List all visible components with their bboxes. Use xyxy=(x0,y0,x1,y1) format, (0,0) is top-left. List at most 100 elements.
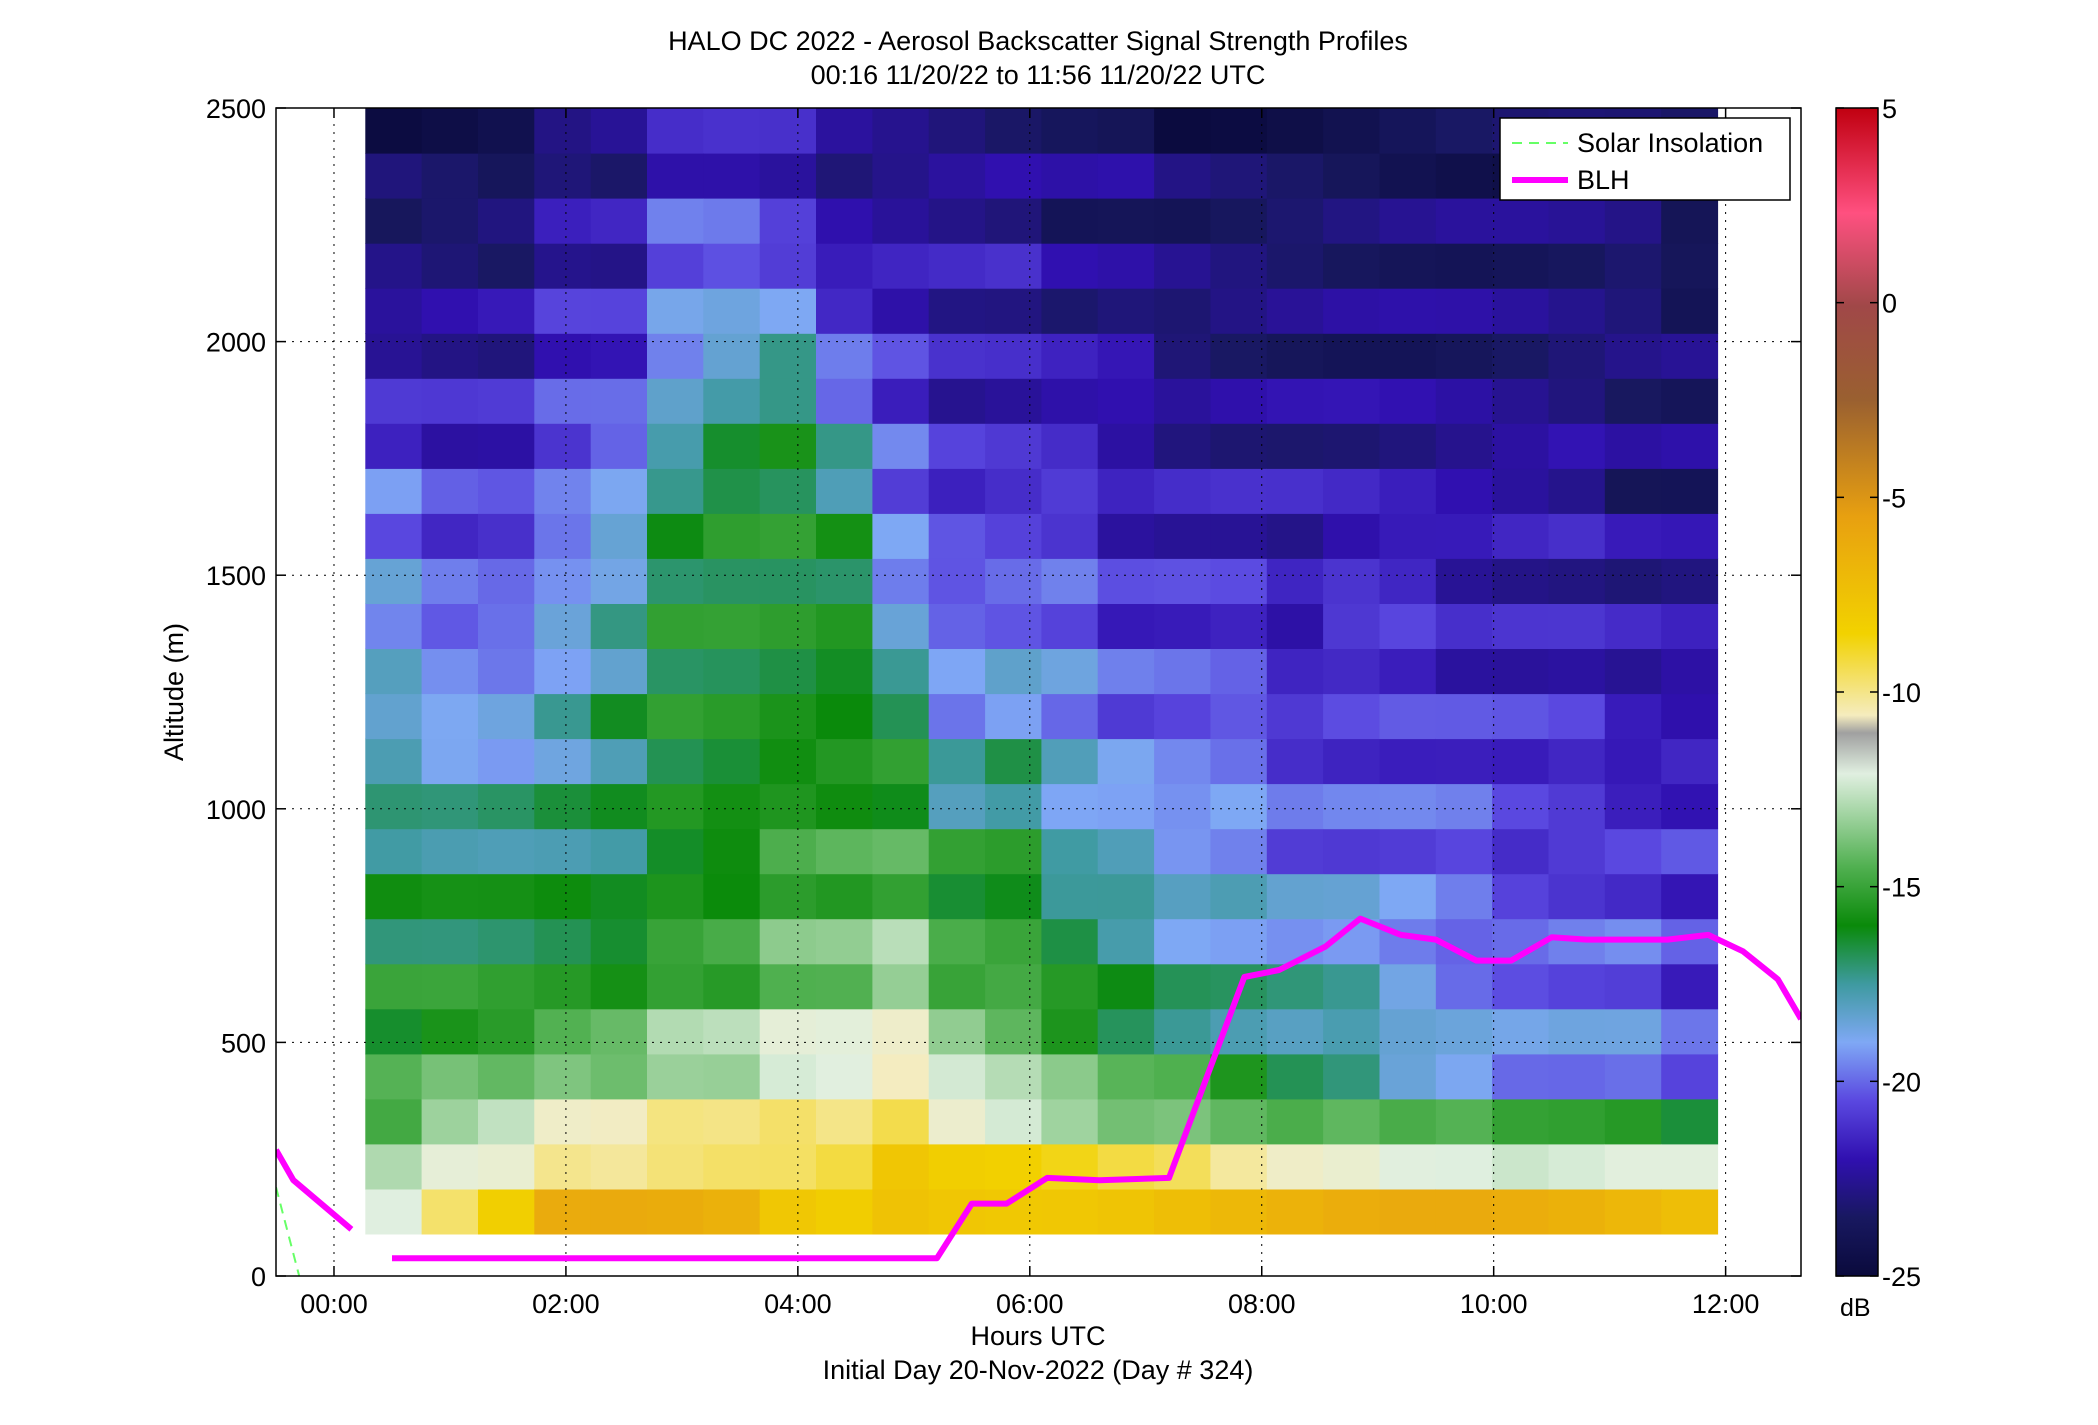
heatmap-cell xyxy=(1323,558,1380,604)
heatmap-cell xyxy=(1604,468,1662,514)
heatmap-cell xyxy=(1379,378,1437,424)
heatmap-cell xyxy=(928,378,986,424)
y-tick-label: 2500 xyxy=(206,94,266,124)
heatmap-cell xyxy=(1097,108,1155,154)
heatmap-cell xyxy=(1604,378,1662,424)
heatmap-cell xyxy=(1435,558,1493,604)
heatmap-cell xyxy=(1435,603,1493,649)
heatmap-cell xyxy=(1661,423,1719,469)
heatmap-cell xyxy=(1548,513,1606,559)
heatmap-cell xyxy=(534,603,592,649)
heatmap-cell xyxy=(1210,1188,1268,1235)
heatmap-cell xyxy=(1154,288,1211,334)
heatmap-cell xyxy=(985,1143,1042,1190)
heatmap-cell xyxy=(1548,378,1606,424)
heatmap-cell xyxy=(1041,423,1099,469)
heatmap-cell xyxy=(1097,603,1155,649)
heatmap-cell xyxy=(647,783,704,830)
heatmap-cell xyxy=(590,783,648,830)
heatmap-cell xyxy=(1492,513,1549,559)
heatmap-cell xyxy=(534,243,592,289)
heatmap-cell xyxy=(816,468,873,514)
heatmap-cell xyxy=(365,153,423,199)
heatmap-cell xyxy=(816,828,873,875)
heatmap-cell xyxy=(590,1053,648,1100)
heatmap-cell xyxy=(928,918,986,965)
heatmap-cell xyxy=(1154,963,1211,1010)
heatmap-cell xyxy=(647,1098,704,1145)
heatmap-cell xyxy=(1661,1008,1719,1055)
heatmap-cell xyxy=(478,198,535,244)
heatmap-cell xyxy=(421,468,479,514)
heatmap-cell xyxy=(365,1008,423,1055)
heatmap-cell xyxy=(1661,1143,1719,1190)
heatmap-cell xyxy=(590,423,648,469)
heatmap-cell xyxy=(703,873,761,920)
heatmap-cell xyxy=(1210,153,1268,199)
heatmap-cell xyxy=(1492,558,1549,604)
heatmap-cell xyxy=(590,378,648,424)
heatmap-cell xyxy=(1492,288,1549,334)
heatmap-cell xyxy=(1041,603,1099,649)
heatmap-cell xyxy=(928,873,986,920)
heatmap-cell xyxy=(1041,513,1099,559)
heatmap-cell xyxy=(1154,648,1211,695)
heatmap-cell xyxy=(1266,828,1324,875)
heatmap-cell xyxy=(816,558,873,604)
heatmap-cell xyxy=(1154,378,1211,424)
heatmap-cell xyxy=(1210,738,1268,785)
heatmap-cell xyxy=(985,288,1042,334)
heatmap-cell xyxy=(1661,513,1719,559)
heatmap-cell xyxy=(1661,333,1719,379)
heatmap-cell xyxy=(421,963,479,1010)
heatmap-cell xyxy=(872,468,930,514)
heatmap-cell xyxy=(985,1008,1042,1055)
heatmap-cell xyxy=(478,288,535,334)
heatmap-cell xyxy=(1604,1098,1662,1145)
heatmap-cell xyxy=(816,963,873,1010)
heatmap-cell xyxy=(1154,603,1211,649)
heatmap-cell xyxy=(928,513,986,559)
heatmap-cell xyxy=(365,1098,423,1145)
heatmap-cell xyxy=(816,1188,873,1235)
heatmap-cell xyxy=(647,738,704,785)
heatmap-cell xyxy=(421,783,479,830)
heatmap-cell xyxy=(478,378,535,424)
heatmap-cell xyxy=(985,828,1042,875)
blh-line xyxy=(392,915,1801,1262)
heatmap-cell xyxy=(759,108,817,154)
heatmap-cell xyxy=(1210,423,1268,469)
heatmap-cell xyxy=(872,288,930,334)
heatmap-cell xyxy=(1154,423,1211,469)
heatmap-cell xyxy=(421,198,479,244)
heatmap-cell xyxy=(1379,783,1437,830)
heatmap-cell xyxy=(1041,288,1099,334)
heatmap-cell xyxy=(365,243,423,289)
heatmap-cell xyxy=(421,873,479,920)
heatmap-cell xyxy=(985,873,1042,920)
heatmap-cell xyxy=(1435,153,1493,199)
heatmap-cell xyxy=(1379,288,1437,334)
heatmap-cell xyxy=(1097,468,1155,514)
heatmap-cell xyxy=(1097,1053,1155,1100)
heatmap-cell xyxy=(1210,513,1268,559)
x-tick-label: 08:00 xyxy=(1228,1289,1296,1319)
heatmap-cell xyxy=(1210,783,1268,830)
heatmap-cell xyxy=(590,1008,648,1055)
heatmap-cell xyxy=(816,243,873,289)
heatmap-cell xyxy=(928,288,986,334)
y-axis: 0 500 1000 1500 2000 2500 xyxy=(206,94,1801,1292)
heatmap-cell xyxy=(1435,1098,1493,1145)
heatmap-cell xyxy=(928,243,986,289)
heatmap-cell xyxy=(1379,648,1437,695)
heatmap-cell xyxy=(1379,918,1437,965)
x-tick-label: 12:00 xyxy=(1692,1289,1760,1319)
heatmap-cell xyxy=(1323,1008,1380,1055)
heatmap-cell xyxy=(703,153,761,199)
heatmap-cell xyxy=(365,468,423,514)
heatmap-cell xyxy=(647,153,704,199)
heatmap-cell xyxy=(534,1188,592,1235)
heatmap-cell xyxy=(1323,828,1380,875)
heatmap-cell xyxy=(534,918,592,965)
